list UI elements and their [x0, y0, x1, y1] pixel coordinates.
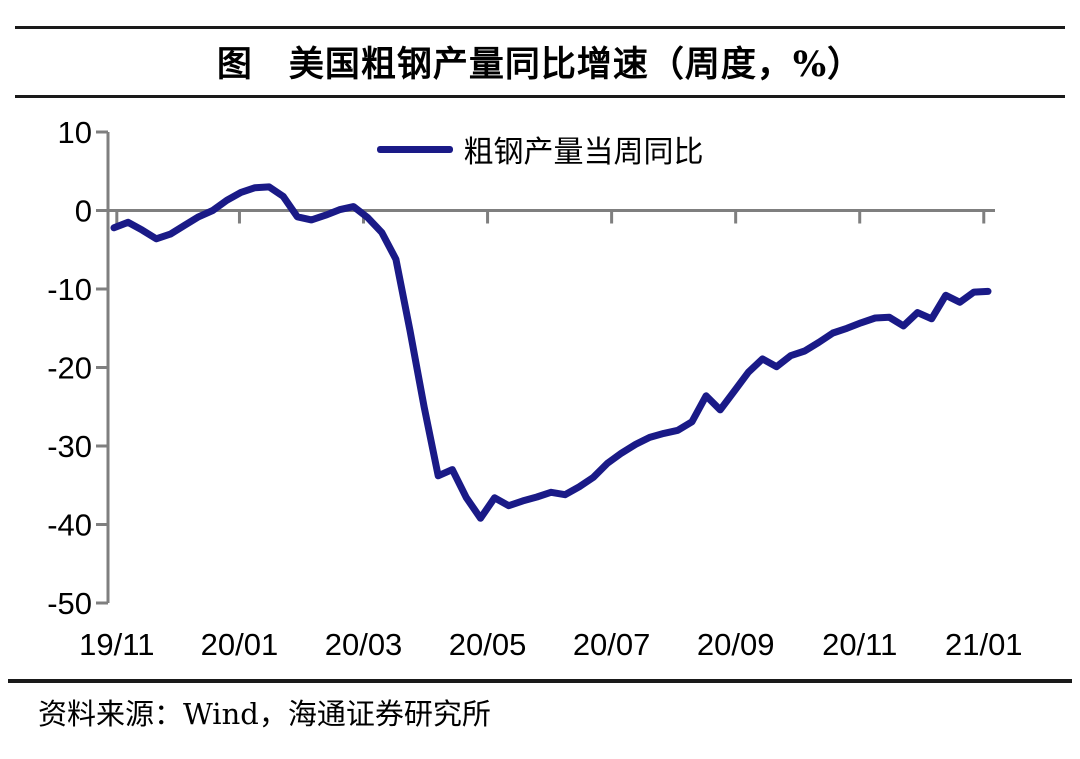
- y-tick-label: 10: [58, 115, 92, 150]
- legend: 粗钢产量当周同比: [0, 127, 1080, 171]
- y-tick-label: -30: [47, 429, 92, 464]
- y-tick-label: -40: [47, 508, 92, 543]
- footer-rule: [8, 679, 1072, 683]
- x-tick-label: 20/07: [573, 627, 651, 662]
- legend-label: 粗钢产量当周同比: [463, 135, 704, 170]
- source-note: 资料来源：Wind，海通证券研究所: [38, 697, 491, 731]
- data-line-weekly-yoy: [110, 183, 992, 522]
- x-tick-label: 20/11: [822, 627, 897, 662]
- y-tick-label: -50: [47, 586, 92, 621]
- top-rule: [15, 26, 1065, 29]
- y-tick-label: 0: [75, 194, 92, 229]
- y-tick-label: -20: [47, 351, 92, 386]
- x-tick-label: 20/05: [449, 627, 527, 662]
- x-tick-label: 20/09: [697, 627, 775, 662]
- x-tick-label: 19/11: [79, 627, 154, 662]
- chart-title: 图 美国粗钢产量同比增速（周度，%）: [216, 44, 864, 85]
- legend-line-swatch: [376, 145, 453, 153]
- x-tick-label: 20/01: [201, 627, 279, 662]
- title-divider-rule: [15, 95, 1065, 98]
- x-tick-label: 21/01: [945, 627, 1023, 662]
- y-tick-label: -10: [47, 272, 92, 307]
- x-tick-label: 20/03: [325, 627, 403, 662]
